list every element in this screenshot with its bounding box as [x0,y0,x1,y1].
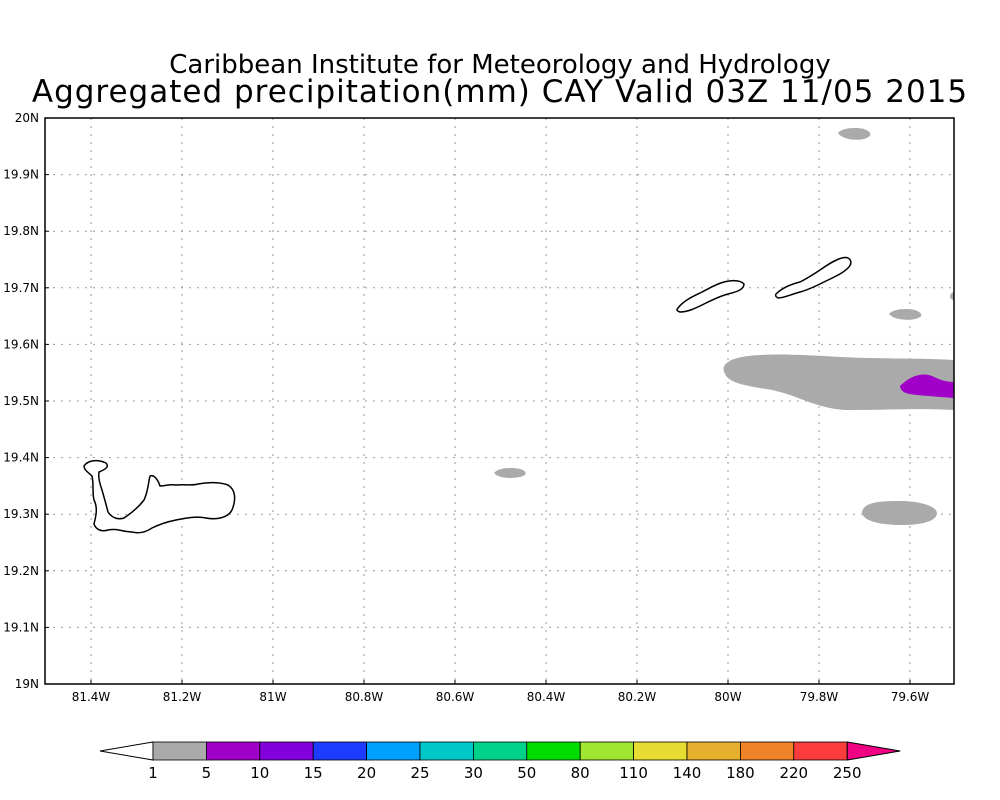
colorbar-swatch [419,741,474,761]
islands [83,256,852,534]
little-cayman [676,279,745,313]
y-tick-label: 19.1N [3,620,39,634]
colorbar-swatch [579,741,635,761]
x-tick-label: 80.4W [527,690,566,704]
colorbar-over-triangle [846,741,901,761]
chart-subtitle: Aggregated precipitation(mm) CAY Valid 0… [31,74,969,110]
x-tick-label: 80.8W [345,690,384,704]
map-frame [44,117,955,685]
colorbar-swatch [259,741,314,761]
precip-edge-fragment [950,292,954,300]
y-tick-label: 19.7N [3,281,39,295]
precip-east-band [723,354,954,410]
y-tick-label: 19.3N [3,507,39,521]
map-background [45,118,954,684]
colorbar-label: 1 [148,764,158,782]
precip-southeast-blob [862,501,937,525]
cayman-brac [774,256,852,299]
colorbar-label: 25 [410,764,429,782]
y-axis: 20N 19.9N 19.8N 19.7N 19.6N 19.5N 19.4N 19.3N 19… [3,111,49,691]
chart-title: Caribbean Institute for Meteorology and … [169,50,831,80]
colorbar-swatch [740,741,795,761]
y-tick-label: 20N [15,111,39,125]
y-tick-label: 19.6N [3,337,39,351]
precip-east-small-blob [889,309,922,320]
y-tick-label: 19N [15,677,39,691]
colorbar-label: 30 [464,764,483,782]
colorbar-label: 110 [619,764,648,782]
x-tick-label: 81.2W [163,690,202,704]
precip-east-core [900,374,954,398]
x-tick-label: 81W [259,690,286,704]
colorbar-label: 220 [779,764,808,782]
y-tick-label: 19.9N [3,168,39,182]
colorbar-label: 250 [833,764,862,782]
colorbar-swatch [686,741,741,761]
colorbar-swatch [793,741,848,761]
colorbar-swatch [526,741,581,761]
colorbar-swatch [366,741,421,761]
colorbar-swatch [152,741,207,761]
precip-central-blob [494,468,526,478]
colorbar-under-triangle [99,741,154,761]
colorbar-label: 20 [357,764,376,782]
colorbar-swatch [472,741,528,761]
colorbar-swatch [633,741,688,761]
colorbar-label: 140 [673,764,702,782]
colorbar-label: 50 [517,764,536,782]
x-tick-label: 80.2W [618,690,657,704]
x-tick-label: 80.6W [436,690,475,704]
x-tick-label: 80W [714,690,741,704]
colorbar-label: 5 [202,764,212,782]
colorbar-label: 15 [304,764,323,782]
y-tick-label: 19.4N [3,451,39,465]
colorbar-swatch [205,741,261,761]
grand-cayman [83,459,236,534]
y-tick-label: 19.2N [3,564,39,578]
colorbar-label: 80 [571,764,590,782]
x-tick-label: 79.8W [800,690,839,704]
colorbar-label: 10 [250,764,269,782]
colorbar-label: 180 [726,764,755,782]
y-tick-label: 19.8N [3,224,39,238]
x-tick-label: 81.4W [72,690,111,704]
colorbar: 1 5 10 15 20 25 30 50 80 110 140 180 220 250 [99,741,901,782]
colorbar-swatch [312,741,368,761]
x-tick-label: 79.6W [891,690,930,704]
y-tick-label: 19.5N [3,394,39,408]
precipitation-areas [494,128,954,525]
x-axis: 81.4W 81.2W 81W 80.8W 80.6W 80.4W 80.2W 80W 79.8… [72,680,930,704]
precip-northeast-blob [838,128,871,140]
